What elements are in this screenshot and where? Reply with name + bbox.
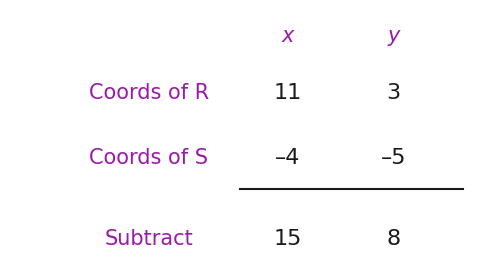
Text: Coords of R: Coords of R bbox=[89, 83, 209, 103]
Text: x: x bbox=[282, 26, 294, 46]
Text: 11: 11 bbox=[274, 83, 302, 103]
Text: 3: 3 bbox=[386, 83, 401, 103]
Text: 15: 15 bbox=[274, 229, 302, 249]
Text: y: y bbox=[387, 26, 400, 46]
Text: –4: –4 bbox=[276, 148, 300, 168]
Text: –5: –5 bbox=[381, 148, 407, 168]
Text: 8: 8 bbox=[386, 229, 401, 249]
Text: Coords of S: Coords of S bbox=[89, 148, 208, 168]
Text: Subtract: Subtract bbox=[105, 229, 193, 249]
